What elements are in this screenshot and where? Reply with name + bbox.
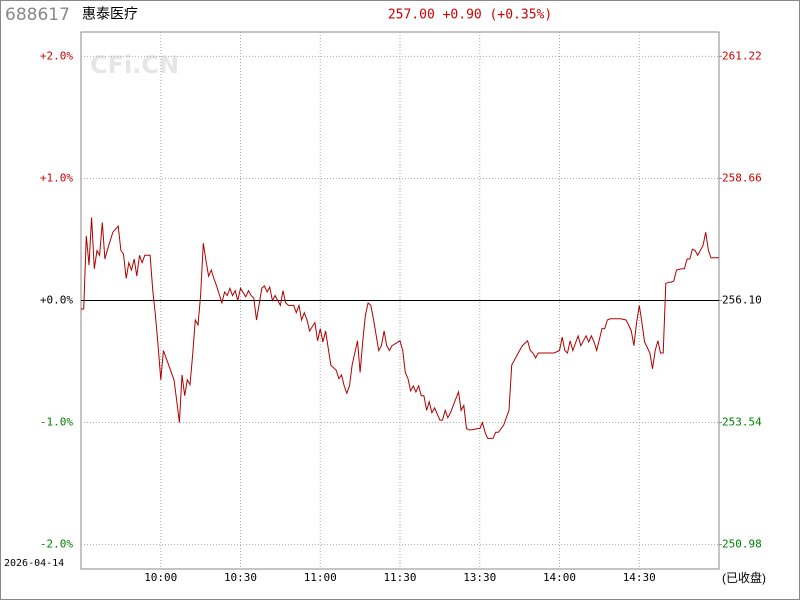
y-tick-label: +1.0% <box>40 171 73 184</box>
watermark: CFi.CN <box>90 51 179 79</box>
x-tick-label: 14:30 <box>623 571 656 584</box>
y-tick-label: -2.0% <box>40 538 73 551</box>
x-tick-label: 11:30 <box>383 571 416 584</box>
price-line <box>81 217 719 439</box>
x-tick-label: 10:00 <box>144 571 177 584</box>
y2-tick-label: 256.10 <box>722 294 762 307</box>
y-tick-label: +0.0% <box>40 294 73 307</box>
x-tick-label: 14:00 <box>543 571 576 584</box>
x-tick-label: 13:30 <box>463 571 496 584</box>
quote: 257.00 +0.90 (+0.35%) <box>388 8 552 23</box>
stock-code: 688617 <box>5 5 70 25</box>
date: 2026-04-14 <box>4 558 64 569</box>
y2-tick-label: 261.22 <box>722 49 762 62</box>
y-tick-label: +2.0% <box>40 49 73 62</box>
y2-tick-label: 250.98 <box>722 538 762 551</box>
status: (已收盘) <box>722 570 766 585</box>
x-tick-label: 10:30 <box>224 571 257 584</box>
x-tick-label: 11:00 <box>304 571 337 584</box>
stock-name: 惠泰医疗 <box>82 6 138 22</box>
y2-tick-label: 253.54 <box>722 416 762 429</box>
y-tick-label: -1.0% <box>40 416 73 429</box>
y2-tick-label: 258.66 <box>722 171 762 184</box>
